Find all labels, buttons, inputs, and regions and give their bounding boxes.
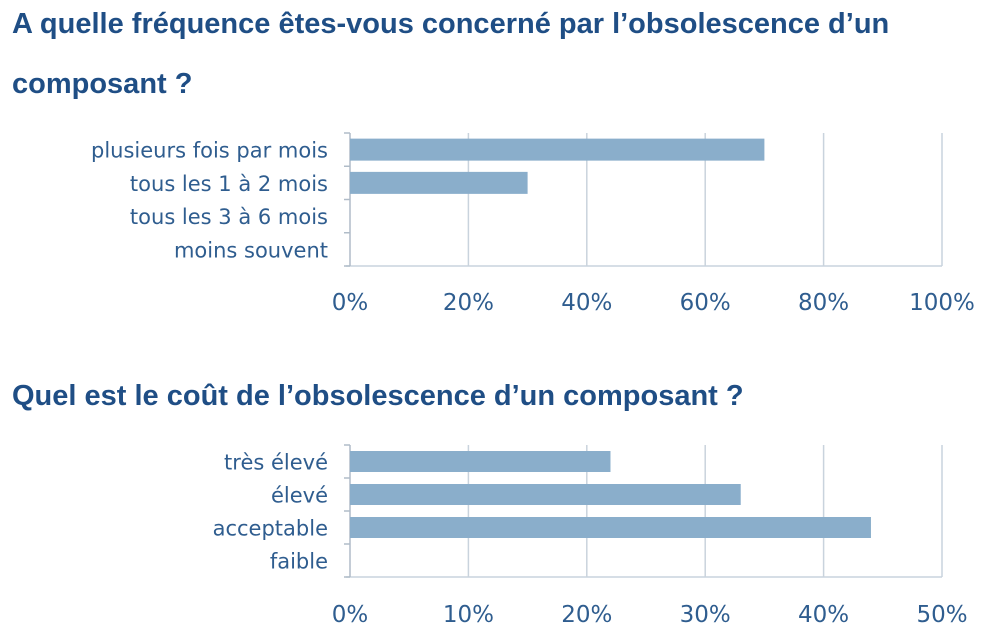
freq-bar [350,138,765,161]
freq-x-tick-label: 80% [798,290,849,316]
frequency-bar-chart: 0% 20% 40% 60% 80% 100% plusieurs fois par moi… [91,132,975,316]
freq-category-label: tous les 3 à 6 mois [130,205,328,229]
chart-title-cost: Quel est le coût de l’obsolescence d’un … [12,380,744,412]
cost-bar [350,517,871,538]
cost-x-tick-label: 40% [798,602,849,628]
cost-x-tick-label: 20% [561,602,612,628]
freq-x-tick-label: 60% [680,290,731,316]
freq-bar [350,171,528,194]
cost-bar [350,451,611,472]
cost-category-label: acceptable [213,517,328,541]
freq-x-tick-label: 0% [332,290,369,316]
cost-category-label: très élevé [224,451,328,475]
freq-x-tick-label: 20% [443,290,494,316]
cost-x-tick-label: 0% [332,602,369,628]
cost-category-label: élevé [271,484,328,508]
freq-x-tick-label: 40% [561,290,612,316]
cost-x-tick-label: 10% [443,602,494,628]
cost-bar [350,484,741,505]
cost-category-label: faible [270,550,328,574]
cost-x-tick-label: 50% [916,602,967,628]
freq-category-label: plusieurs fois par mois [91,139,328,163]
freq-x-tick-label: 100% [909,290,975,316]
freq-category-label: tous les 1 à 2 mois [130,172,328,196]
chart-title-frequency: A quelle fréquence êtes-vous concerné pa… [12,8,890,100]
cost-bar-chart: 0% 10% 20% 30% 40% 50% très élevé élevé acceptab… [213,444,968,628]
cost-x-tick-label: 30% [680,602,731,628]
freq-category-label: moins souvent [174,238,328,262]
